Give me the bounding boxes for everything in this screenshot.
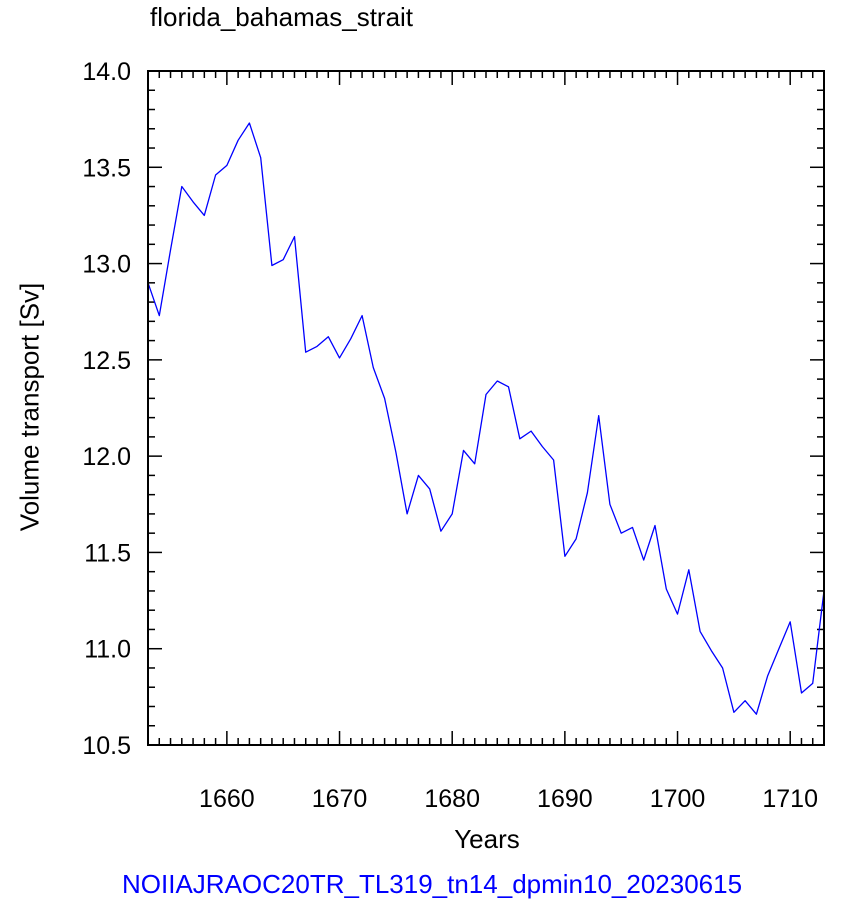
y-tick-label: 12.5 [82, 347, 131, 375]
y-axis-label: Volume transport [Sv] [14, 282, 45, 532]
y-tick-label: 14.0 [82, 58, 131, 86]
tick-labels: 1660 1670 1680 1690 1700 1710 10.5 11.0 11.5 12.0… [82, 58, 818, 813]
x-axis-label: Years [454, 824, 520, 854]
x-tick-label: 1670 [312, 785, 368, 813]
footer-caption: NOIIAJRAOC20TR_TL319_tn14_dpmin10_202306… [122, 869, 743, 899]
y-tick-label: 11.5 [84, 539, 131, 567]
y-tick-label: 13.0 [82, 251, 131, 279]
series-line [147, 122, 825, 715]
y-tick-label: 13.5 [82, 154, 131, 182]
axis-ticks [147, 70, 825, 746]
x-tick-label: 1660 [199, 785, 255, 813]
x-tick-label: 1700 [650, 785, 706, 813]
chart-title: florida_bahamas_strait [150, 2, 414, 32]
plot-frame [147, 70, 825, 746]
x-tick-label: 1690 [537, 785, 593, 813]
x-tick-label: 1680 [424, 785, 480, 813]
y-tick-label: 11.0 [84, 636, 131, 664]
x-tick-label: 1710 [762, 785, 818, 813]
y-tick-label: 12.0 [82, 443, 131, 471]
y-tick-label: 10.5 [82, 732, 131, 760]
